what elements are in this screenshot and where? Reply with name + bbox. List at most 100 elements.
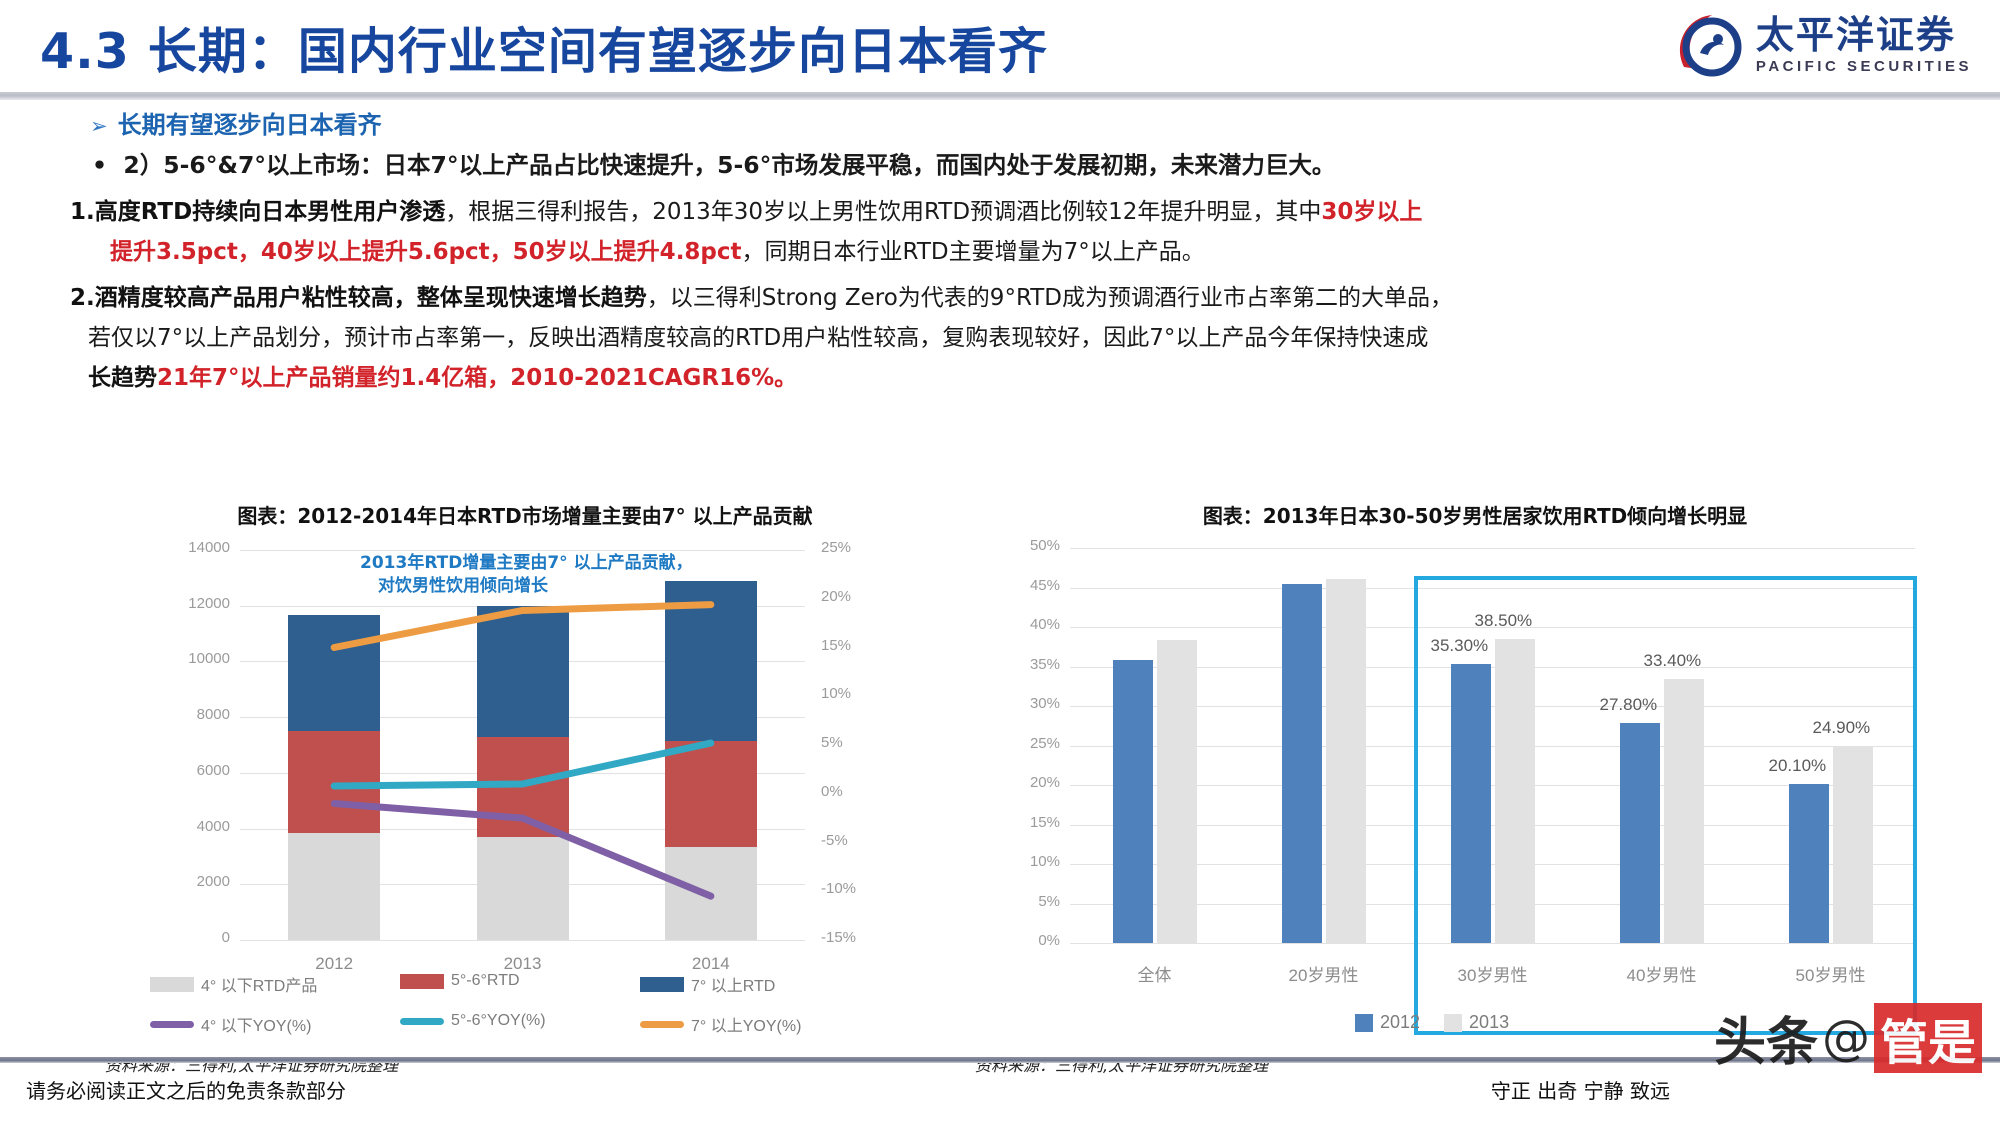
bar-segment bbox=[664, 580, 757, 741]
paragraph-5: 长趋势21年7°以上产品销量约1.4亿箱，2010-2021CAGR16%。 bbox=[88, 362, 797, 395]
legend-item[interactable]: 7° 以上RTD bbox=[640, 972, 775, 996]
y-axis-tick-label: 14000 bbox=[188, 539, 230, 556]
bar-data-label: 38.50% bbox=[1474, 610, 1533, 630]
legend-label: 5°-6°RTD bbox=[451, 972, 520, 989]
y2-axis-tick-label: -5% bbox=[821, 831, 848, 849]
y-axis-tick-label: 4000 bbox=[196, 817, 230, 835]
page-title: 4.3 长期：国内行业空间有望逐步向日本看齐 bbox=[40, 23, 1048, 80]
bar-segment bbox=[288, 615, 381, 732]
watermark: 头条 @ 管是 bbox=[1714, 1000, 1982, 1075]
y-axis-tick-label: 35% bbox=[1029, 655, 1060, 673]
x-axis-category-label: 30岁男性 bbox=[1457, 966, 1528, 985]
gridline-right-chart bbox=[1070, 587, 1915, 589]
bar-2012 bbox=[1450, 664, 1491, 943]
legend-swatch bbox=[1444, 1013, 1463, 1032]
bar-data-label: 35.30% bbox=[1430, 636, 1489, 656]
legend-item[interactable]: 4° 以下YOY(%) bbox=[150, 1012, 311, 1036]
paragraph-1-bold: 1.高度RTD持续向日本男性用户渗透 bbox=[70, 199, 446, 225]
x-axis-category-label: 2014 bbox=[691, 954, 730, 973]
logo-text-en: PACIFIC SECURITIES bbox=[1755, 58, 1972, 75]
y-axis-tick-label: 2000 bbox=[196, 873, 230, 891]
bar-segment bbox=[664, 846, 757, 940]
paragraph-5-red: 21年7°以上产品销量约1.4亿箱，2010-2021CAGR16%。 bbox=[157, 365, 798, 391]
bullet-heading-label: 长期有望逐步向日本看齐 bbox=[117, 111, 382, 139]
chart-right-source: 资料来源：三得利,太平洋证券研究院整理 bbox=[975, 1056, 1269, 1075]
gridline-right-chart bbox=[1070, 706, 1915, 707]
highlight-region-box bbox=[1414, 576, 1917, 1035]
legend-swatch bbox=[1355, 1013, 1373, 1032]
gridline-right-chart bbox=[1070, 666, 1915, 668]
footer-slogan: 守正 出奇 宁静 致远 bbox=[1490, 1079, 1670, 1103]
bar-2013 bbox=[1156, 640, 1197, 943]
x-axis-category-label: 50岁男性 bbox=[1795, 966, 1866, 985]
legend-label: 7° 以上YOY(%) bbox=[691, 1018, 802, 1035]
y-axis-tick-label: 8000 bbox=[196, 706, 230, 724]
legend-item[interactable]: 4° 以下RTD产品 bbox=[150, 972, 317, 996]
legend-swatch bbox=[400, 973, 444, 989]
gridline-left-chart bbox=[240, 550, 805, 551]
legend-label: 5°-6°YOY(%) bbox=[451, 1012, 546, 1029]
legend-swatch bbox=[150, 976, 194, 992]
y2-axis-tick-label: -15% bbox=[821, 929, 857, 946]
y2-axis-tick-label: 15% bbox=[821, 636, 852, 654]
chart-annotation-line: 2013年RTD增量主要由7° 以上产品贡献， bbox=[360, 553, 693, 573]
bar-segment bbox=[476, 605, 569, 737]
watermark-c: 管是 bbox=[1873, 1002, 1982, 1073]
legend-swatch bbox=[640, 976, 684, 992]
y2-axis-tick-label: 5% bbox=[821, 734, 843, 751]
y-axis-tick-label: 12000 bbox=[188, 594, 230, 612]
x-axis-category-label: 40岁男性 bbox=[1626, 966, 1697, 985]
paragraph-2-red: 提升3.5pct，40岁以上提升5.6pct，50岁以上提升4.8pct bbox=[110, 239, 742, 265]
header-divider bbox=[0, 92, 2000, 100]
paragraph-3-bold: 2.酒精度较高产品用户粘性较高，整体呈现快速增长趋势 bbox=[70, 285, 647, 311]
bar-2012 bbox=[1112, 660, 1153, 943]
y-axis-tick-label: 0% bbox=[1038, 932, 1060, 949]
logo-text-cn: 太平洋证券 bbox=[1755, 13, 1956, 57]
y2-axis-tick-label: 10% bbox=[821, 685, 852, 703]
paragraph-5-prefix: 长趋势 bbox=[88, 365, 157, 391]
chart-annotation: 2013年RTD增量主要由7° 以上产品贡献， 对饮男性饮用倾向增长 bbox=[360, 552, 693, 598]
bar-segment bbox=[288, 731, 381, 833]
legend-item[interactable]: 2013 bbox=[1444, 1012, 1509, 1033]
x-axis-category-label: 2013 bbox=[503, 954, 542, 973]
y-axis-tick-label: 0 bbox=[221, 929, 230, 946]
bar-segment bbox=[664, 740, 757, 847]
footer-divider bbox=[0, 1057, 2000, 1063]
gridline-right-chart bbox=[1070, 943, 1915, 944]
bar-segment bbox=[476, 736, 569, 837]
legend-line-swatch bbox=[640, 1020, 684, 1028]
y-axis-tick-label: 50% bbox=[1029, 537, 1060, 554]
y2-axis-tick-label: 25% bbox=[821, 539, 852, 556]
y-axis-tick-label: 10% bbox=[1029, 853, 1060, 870]
chart-left-title: 图表：2012-2014年日本RTD市场增量主要由7° 以上产品贡献 bbox=[237, 504, 813, 528]
y-axis-tick-label: 5% bbox=[1038, 892, 1060, 910]
legend-item[interactable]: 5°-6°RTD bbox=[400, 972, 520, 990]
pacific-securities-mark-icon bbox=[1674, 9, 1746, 81]
bar-segment bbox=[476, 836, 569, 940]
y-axis-tick-label: 6000 bbox=[196, 761, 230, 779]
paragraph-1: 1.高度RTD持续向日本男性用户渗透，根据三得利报告，2013年30岁以上男性饮… bbox=[70, 196, 1422, 229]
gridline-right-chart bbox=[1070, 548, 1915, 549]
bar-segment bbox=[288, 832, 381, 940]
gridline-right-chart bbox=[1070, 864, 1915, 865]
x-axis-category-label: 全体 bbox=[1137, 966, 1172, 985]
gridline-right-chart bbox=[1070, 745, 1915, 747]
legend-label: 4° 以下YOY(%) bbox=[201, 1018, 312, 1035]
y-axis-tick-label: 15% bbox=[1029, 813, 1060, 831]
company-logo: 太平洋证券 PACIFIC SECURITIES bbox=[1674, 6, 1972, 84]
legend-item[interactable]: 5°-6°YOY(%) bbox=[400, 1012, 546, 1030]
legend-item[interactable]: 7° 以上YOY(%) bbox=[640, 1012, 801, 1036]
paragraph-4: 若仅以7°以上产品划分，预计市占率第一，反映出酒精度较高的RTD用户粘性较高，复… bbox=[88, 325, 1429, 351]
x-axis-category-label: 20岁男性 bbox=[1288, 966, 1359, 985]
bar-2013 bbox=[1325, 578, 1366, 943]
legend-label: 2013 bbox=[1469, 1012, 1510, 1032]
y-axis-tick-label: 30% bbox=[1029, 695, 1060, 712]
paragraph-2: 提升3.5pct，40岁以上提升5.6pct，50岁以上提升4.8pct，同期日… bbox=[110, 236, 1205, 269]
chart-annotation-line: 对饮男性饮用倾向增长 bbox=[378, 575, 548, 596]
y-axis-tick-label: 25% bbox=[1029, 734, 1060, 752]
y2-axis-tick-label: 20% bbox=[821, 587, 852, 605]
legend-line-swatch bbox=[150, 1020, 194, 1028]
legend-item[interactable]: 2012 bbox=[1355, 1012, 1420, 1033]
bar-2012 bbox=[1281, 584, 1322, 943]
y2-axis-tick-label: -10% bbox=[821, 880, 857, 898]
